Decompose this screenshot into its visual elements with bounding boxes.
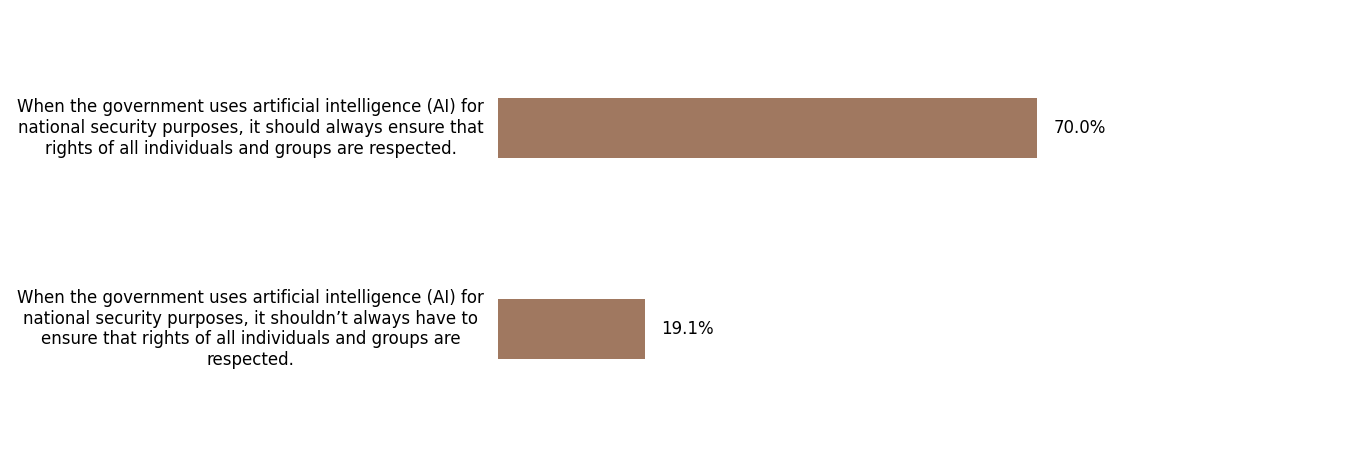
- Text: When the government uses artificial intelligence (AI) for
national security purp: When the government uses artificial inte…: [18, 289, 484, 369]
- FancyBboxPatch shape: [498, 299, 645, 359]
- FancyBboxPatch shape: [498, 98, 1037, 158]
- Text: 19.1%: 19.1%: [662, 320, 713, 338]
- Text: When the government uses artificial intelligence (AI) for
national security purp: When the government uses artificial inte…: [18, 98, 484, 158]
- Text: 70.0%: 70.0%: [1054, 119, 1106, 137]
